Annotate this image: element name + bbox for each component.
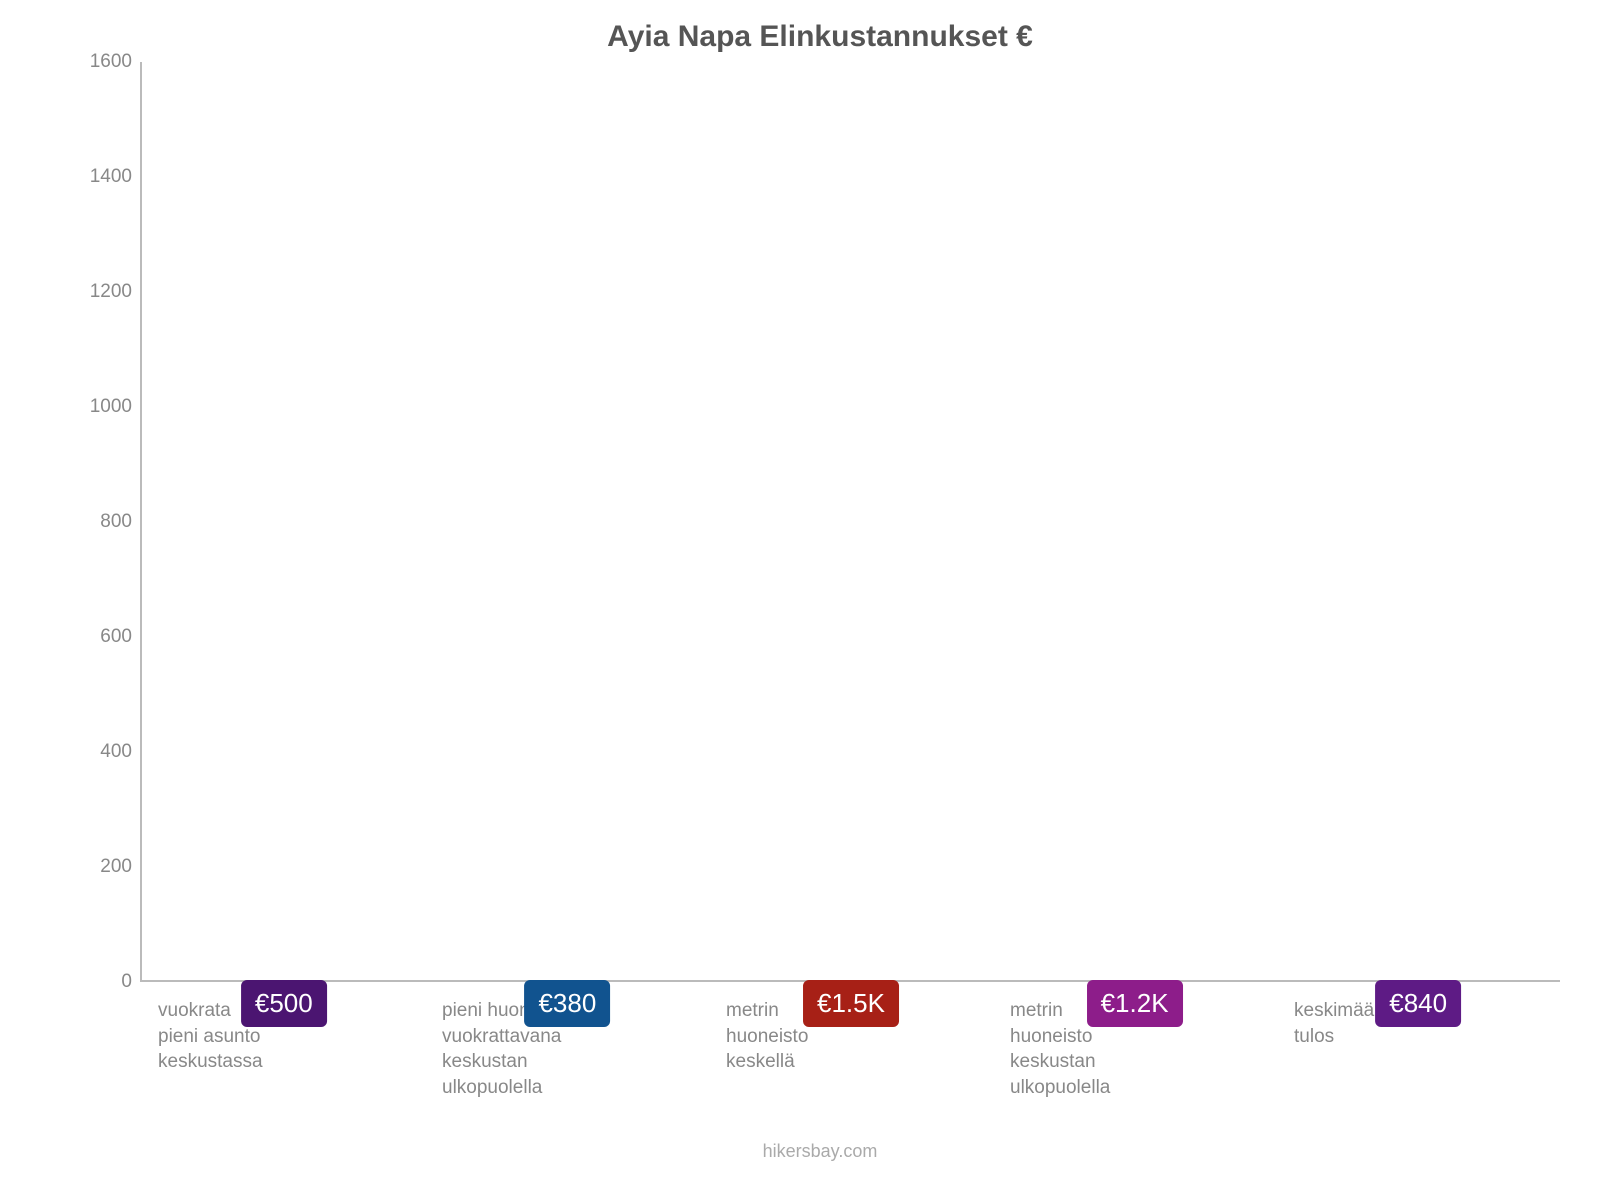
plot-region: 02004006008001000120014001600 €500€380€1… <box>80 62 1560 982</box>
y-tick: 0 <box>121 971 132 993</box>
bar-value-label: €1.5K <box>803 980 899 1027</box>
plot-area: €500€380€1.5K€1.2K€840 <box>140 62 1560 982</box>
chart-container: Ayia Napa Elinkustannukset € 0 200 400 600 8… <box>0 0 1600 1200</box>
bar-value-label: €840 <box>1375 980 1461 1027</box>
y-tick: 400 <box>100 741 132 763</box>
y-tick: 1600 <box>90 51 132 73</box>
y-tick: 800 <box>100 511 132 533</box>
y-tick: 1000 <box>90 396 132 418</box>
y-axis: 02004006008001000120014001600 <box>80 62 140 982</box>
bar-value-label: €500 <box>241 980 327 1027</box>
y-tick: 1200 <box>90 281 132 303</box>
chart-footer: hikersbay.com <box>80 1141 1560 1162</box>
chart-title: Ayia Napa Elinkustannukset € <box>80 20 1560 54</box>
y-tick: 1400 <box>90 166 132 188</box>
y-tick: 200 <box>100 856 132 878</box>
bar-value-label: €380 <box>524 980 610 1027</box>
y-tick: 600 <box>100 626 132 648</box>
bar-value-label: €1.2K <box>1087 980 1183 1027</box>
